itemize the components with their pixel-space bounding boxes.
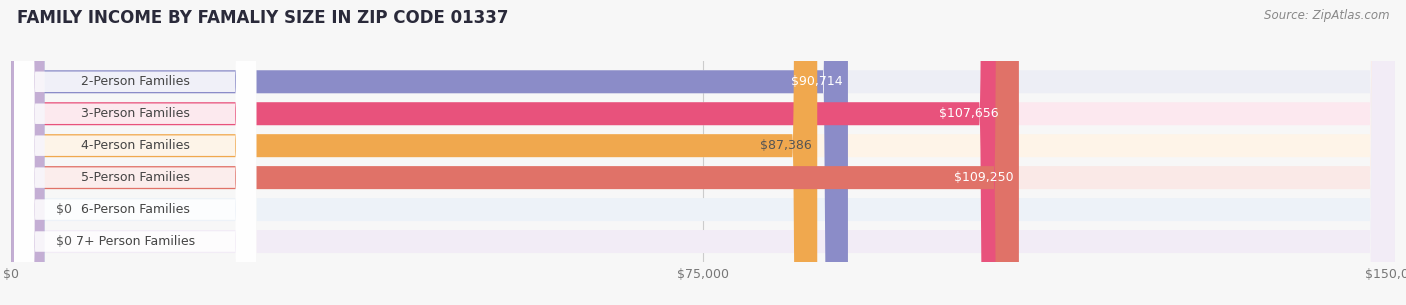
FancyBboxPatch shape [11, 0, 1395, 305]
FancyBboxPatch shape [11, 0, 817, 305]
Text: FAMILY INCOME BY FAMALIY SIZE IN ZIP CODE 01337: FAMILY INCOME BY FAMALIY SIZE IN ZIP COD… [17, 9, 509, 27]
Text: 7+ Person Families: 7+ Person Families [76, 235, 194, 248]
FancyBboxPatch shape [14, 0, 256, 305]
Text: $87,386: $87,386 [761, 139, 811, 152]
Text: 4-Person Families: 4-Person Families [80, 139, 190, 152]
Text: 6-Person Families: 6-Person Families [80, 203, 190, 216]
Text: $0: $0 [55, 203, 72, 216]
Text: 2-Person Families: 2-Person Families [80, 75, 190, 88]
Text: 5-Person Families: 5-Person Families [80, 171, 190, 184]
FancyBboxPatch shape [14, 0, 256, 305]
FancyBboxPatch shape [14, 0, 256, 305]
FancyBboxPatch shape [14, 0, 256, 305]
FancyBboxPatch shape [11, 0, 45, 305]
Text: $90,714: $90,714 [790, 75, 842, 88]
FancyBboxPatch shape [11, 0, 1395, 305]
FancyBboxPatch shape [11, 0, 1395, 305]
FancyBboxPatch shape [11, 0, 45, 305]
FancyBboxPatch shape [14, 0, 256, 305]
FancyBboxPatch shape [11, 0, 1004, 305]
Text: $109,250: $109,250 [953, 171, 1014, 184]
FancyBboxPatch shape [14, 0, 256, 305]
FancyBboxPatch shape [11, 0, 1395, 305]
Text: $0: $0 [55, 235, 72, 248]
FancyBboxPatch shape [11, 0, 848, 305]
FancyBboxPatch shape [11, 0, 1019, 305]
Text: $107,656: $107,656 [939, 107, 998, 120]
Text: Source: ZipAtlas.com: Source: ZipAtlas.com [1264, 9, 1389, 22]
Text: 3-Person Families: 3-Person Families [80, 107, 190, 120]
FancyBboxPatch shape [11, 0, 1395, 305]
FancyBboxPatch shape [11, 0, 1395, 305]
